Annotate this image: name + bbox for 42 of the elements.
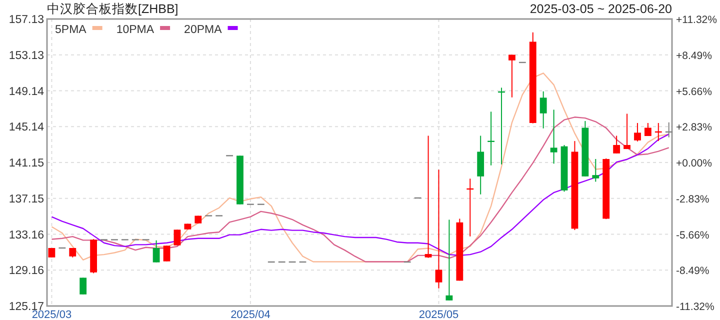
candlestick — [152, 240, 160, 263]
line-series — [51, 134, 670, 256]
y-tick-label: 129.16 — [8, 265, 44, 278]
y-tick-label: 149.14 — [8, 86, 45, 98]
y-tick-label: 145.14 — [8, 122, 45, 134]
candlestick — [163, 245, 170, 262]
chart-title: 中汉胶合板指数[ZHBB] — [47, 2, 178, 16]
y-tick-label: 137.15 — [8, 193, 44, 206]
y2-tick-label: +8.49% — [676, 50, 712, 62]
y2-tick-label: -8.49% — [676, 265, 710, 278]
candlestick — [446, 219, 453, 301]
candlestick — [508, 54, 516, 98]
candlestick — [592, 158, 600, 182]
y2-tick-label: -11.32% — [676, 301, 714, 313]
y2-tick-label: +5.66% — [676, 86, 712, 98]
candlestick — [644, 122, 652, 137]
y-tick-label: 153.13 — [8, 50, 44, 62]
legend-label: 20PMA — [184, 24, 222, 36]
y-tick-label: 141.15 — [8, 158, 44, 170]
candlestick — [613, 135, 620, 154]
candlestick — [174, 229, 181, 246]
line-series — [51, 116, 670, 262]
candlestick — [80, 277, 87, 295]
legend-label: 10PMA — [116, 24, 154, 36]
y-tick-label: 157.13 — [8, 14, 44, 26]
y2-tick-label: +2.83% — [676, 122, 712, 134]
x-tick-label: 2025/05 — [418, 309, 459, 320]
y2-tick-label: +11.32% — [676, 14, 717, 26]
candlestick — [540, 90, 547, 129]
candlestick — [624, 113, 630, 150]
candlestick — [550, 109, 558, 164]
y2-tick-label: -5.66% — [676, 229, 710, 242]
legend-label: 5PMA — [55, 24, 87, 36]
y-tick-label: 133.16 — [8, 229, 44, 242]
chart-subtitle: 2025-03-05 ~ 2025-06-20 — [530, 2, 672, 16]
candlestick — [424, 135, 432, 258]
y2-tick-label: +0.00% — [676, 158, 712, 170]
candlestick — [634, 122, 641, 142]
y2-tick-label: -2.83% — [676, 193, 710, 206]
line-series — [51, 72, 670, 262]
x-tick-label: 2025/03 — [32, 309, 72, 320]
x-tick-label: 2025/04 — [230, 309, 270, 320]
